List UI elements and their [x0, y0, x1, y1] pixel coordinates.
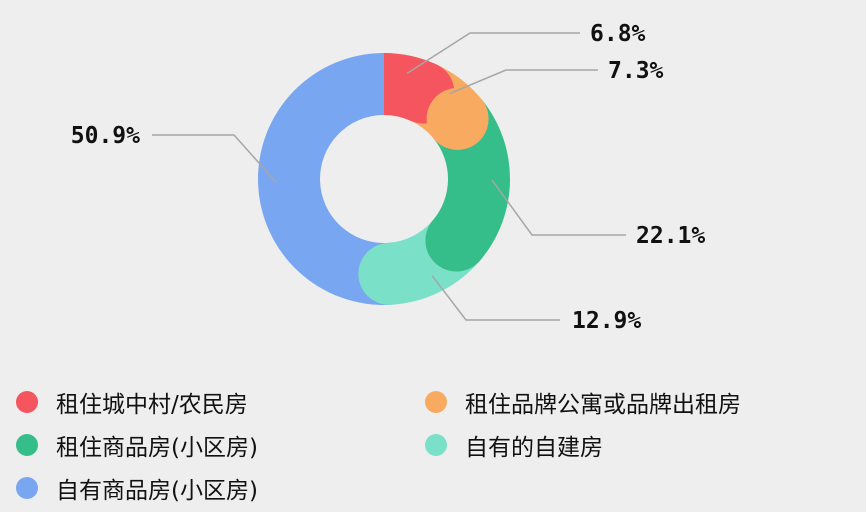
legend-swatch [16, 391, 38, 413]
data-label-0: 6.8% [590, 21, 646, 47]
legend-item-own-commercial[interactable]: 自有商品房(小区房) [16, 471, 258, 505]
legend-item-rent-commercial[interactable]: 租住商品房(小区房) [16, 428, 258, 462]
legend-item-urban-village[interactable]: 租住城中村/农民房 [16, 385, 248, 419]
data-label-4: 50.9% [71, 123, 140, 149]
donut-chart-svg: 6.8% 7.3% 22.1% 12.9% 50.9% [71, 21, 706, 334]
data-label-3: 12.9% [572, 308, 641, 334]
pie-slice-4[interactable] [258, 53, 392, 305]
legend-swatch [16, 434, 38, 456]
legend-item-self-built[interactable]: 自有的自建房 [425, 428, 603, 462]
data-label-1: 7.3% [608, 58, 664, 84]
legend-item-brand-apartment[interactable]: 租住品牌公寓或品牌出租房 [425, 385, 741, 419]
leader-line-1 [449, 69, 598, 95]
legend-swatch [425, 434, 447, 456]
leader-line-2 [491, 179, 626, 236]
legend-label: 租住品牌公寓或品牌出租房 [465, 392, 741, 418]
legend-label: 租住城中村/农民房 [56, 392, 248, 418]
legend-label: 自有商品房(小区房) [56, 478, 258, 504]
leader-line-4 [152, 134, 277, 183]
pie-slice-cap-1 [426, 87, 489, 150]
legend-swatch [16, 477, 38, 499]
leader-line-3 [431, 275, 560, 321]
pie-slice-cap-2 [425, 209, 488, 272]
leader-line-0 [406, 32, 580, 75]
legend-swatch [425, 391, 447, 413]
legend-label: 租住商品房(小区房) [56, 435, 258, 461]
data-label-2: 22.1% [636, 223, 705, 249]
legend-label: 自有的自建房 [465, 435, 603, 461]
pie-slice-cap-3 [358, 242, 421, 305]
